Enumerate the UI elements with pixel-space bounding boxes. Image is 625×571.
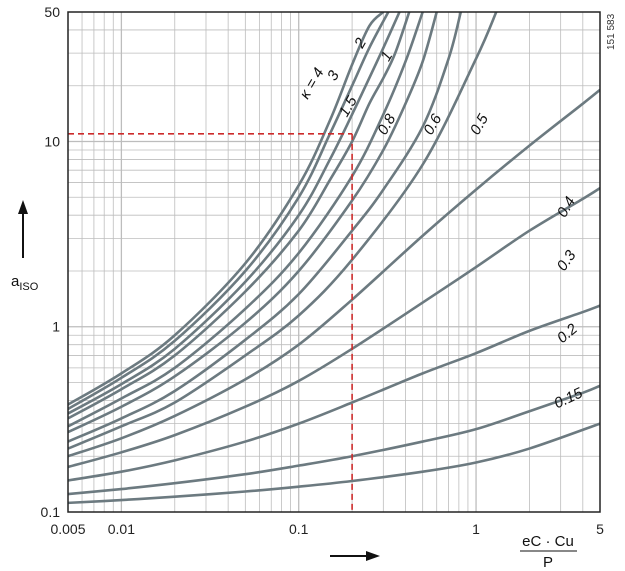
series-label-0: κ = 4 (296, 65, 327, 102)
series-label-10: 0.2 (554, 320, 581, 347)
x-tick-label: 0.01 (108, 521, 135, 537)
reference-lines (68, 133, 353, 512)
series-label-5: 0.8 (374, 111, 399, 138)
x-tick-label: 0.1 (289, 521, 309, 537)
y-axis-label: aISO (11, 200, 39, 293)
series-line-11 (68, 384, 600, 496)
series-line-5 (68, 12, 438, 434)
series-label-6: 0.6 (420, 111, 445, 138)
series-line-6 (68, 12, 463, 443)
series-line-10 (68, 304, 600, 482)
x-tick-label: 5 (596, 521, 604, 537)
figure-id: 151 583 (606, 13, 617, 50)
plot-frame (67, 11, 601, 513)
series-line-8 (68, 88, 600, 458)
curves (68, 12, 600, 505)
series-line-0 (68, 12, 385, 406)
series-label-7: 0.5 (467, 111, 492, 138)
x-tick-label: 1 (472, 521, 480, 537)
x-label-denominator: P (543, 554, 553, 571)
y-tick-label: 0.1 (41, 504, 61, 520)
x-tick-label: 0.005 (50, 521, 85, 537)
x-arrow-head (366, 551, 380, 561)
series-label-9: 0.3 (554, 247, 580, 274)
y-tick-label: 1 (52, 319, 60, 335)
grid (68, 12, 600, 512)
series-line-12 (68, 422, 600, 505)
series-label-4: 1 (377, 49, 396, 65)
series-line-9 (68, 187, 600, 469)
x-tick-labels: 0.005 0.01 0.1 1 5 (50, 521, 604, 537)
series-label-8: 0.4 (554, 194, 579, 221)
series-label-1: 3 (324, 67, 343, 83)
y-tick-label: 50 (44, 4, 60, 20)
y-arrow-head (18, 200, 28, 214)
series-label-11: 0.15 (552, 384, 586, 412)
y-label-sub: ISO (19, 281, 38, 293)
y-label-main: a (11, 273, 20, 290)
y-tick-labels: 0.1 1 10 50 (41, 4, 61, 520)
y-tick-label: 10 (44, 133, 60, 149)
x-label-numerator: eC · Cu (522, 533, 574, 550)
series-line-3 (68, 12, 411, 420)
series-line-7 (68, 12, 498, 450)
x-axis-label: eC · Cu P (330, 533, 577, 571)
series-line-2 (68, 12, 401, 415)
series-line-4 (68, 12, 424, 428)
svg-text:aISO: aISO (11, 273, 39, 293)
series-line-1 (68, 12, 390, 411)
